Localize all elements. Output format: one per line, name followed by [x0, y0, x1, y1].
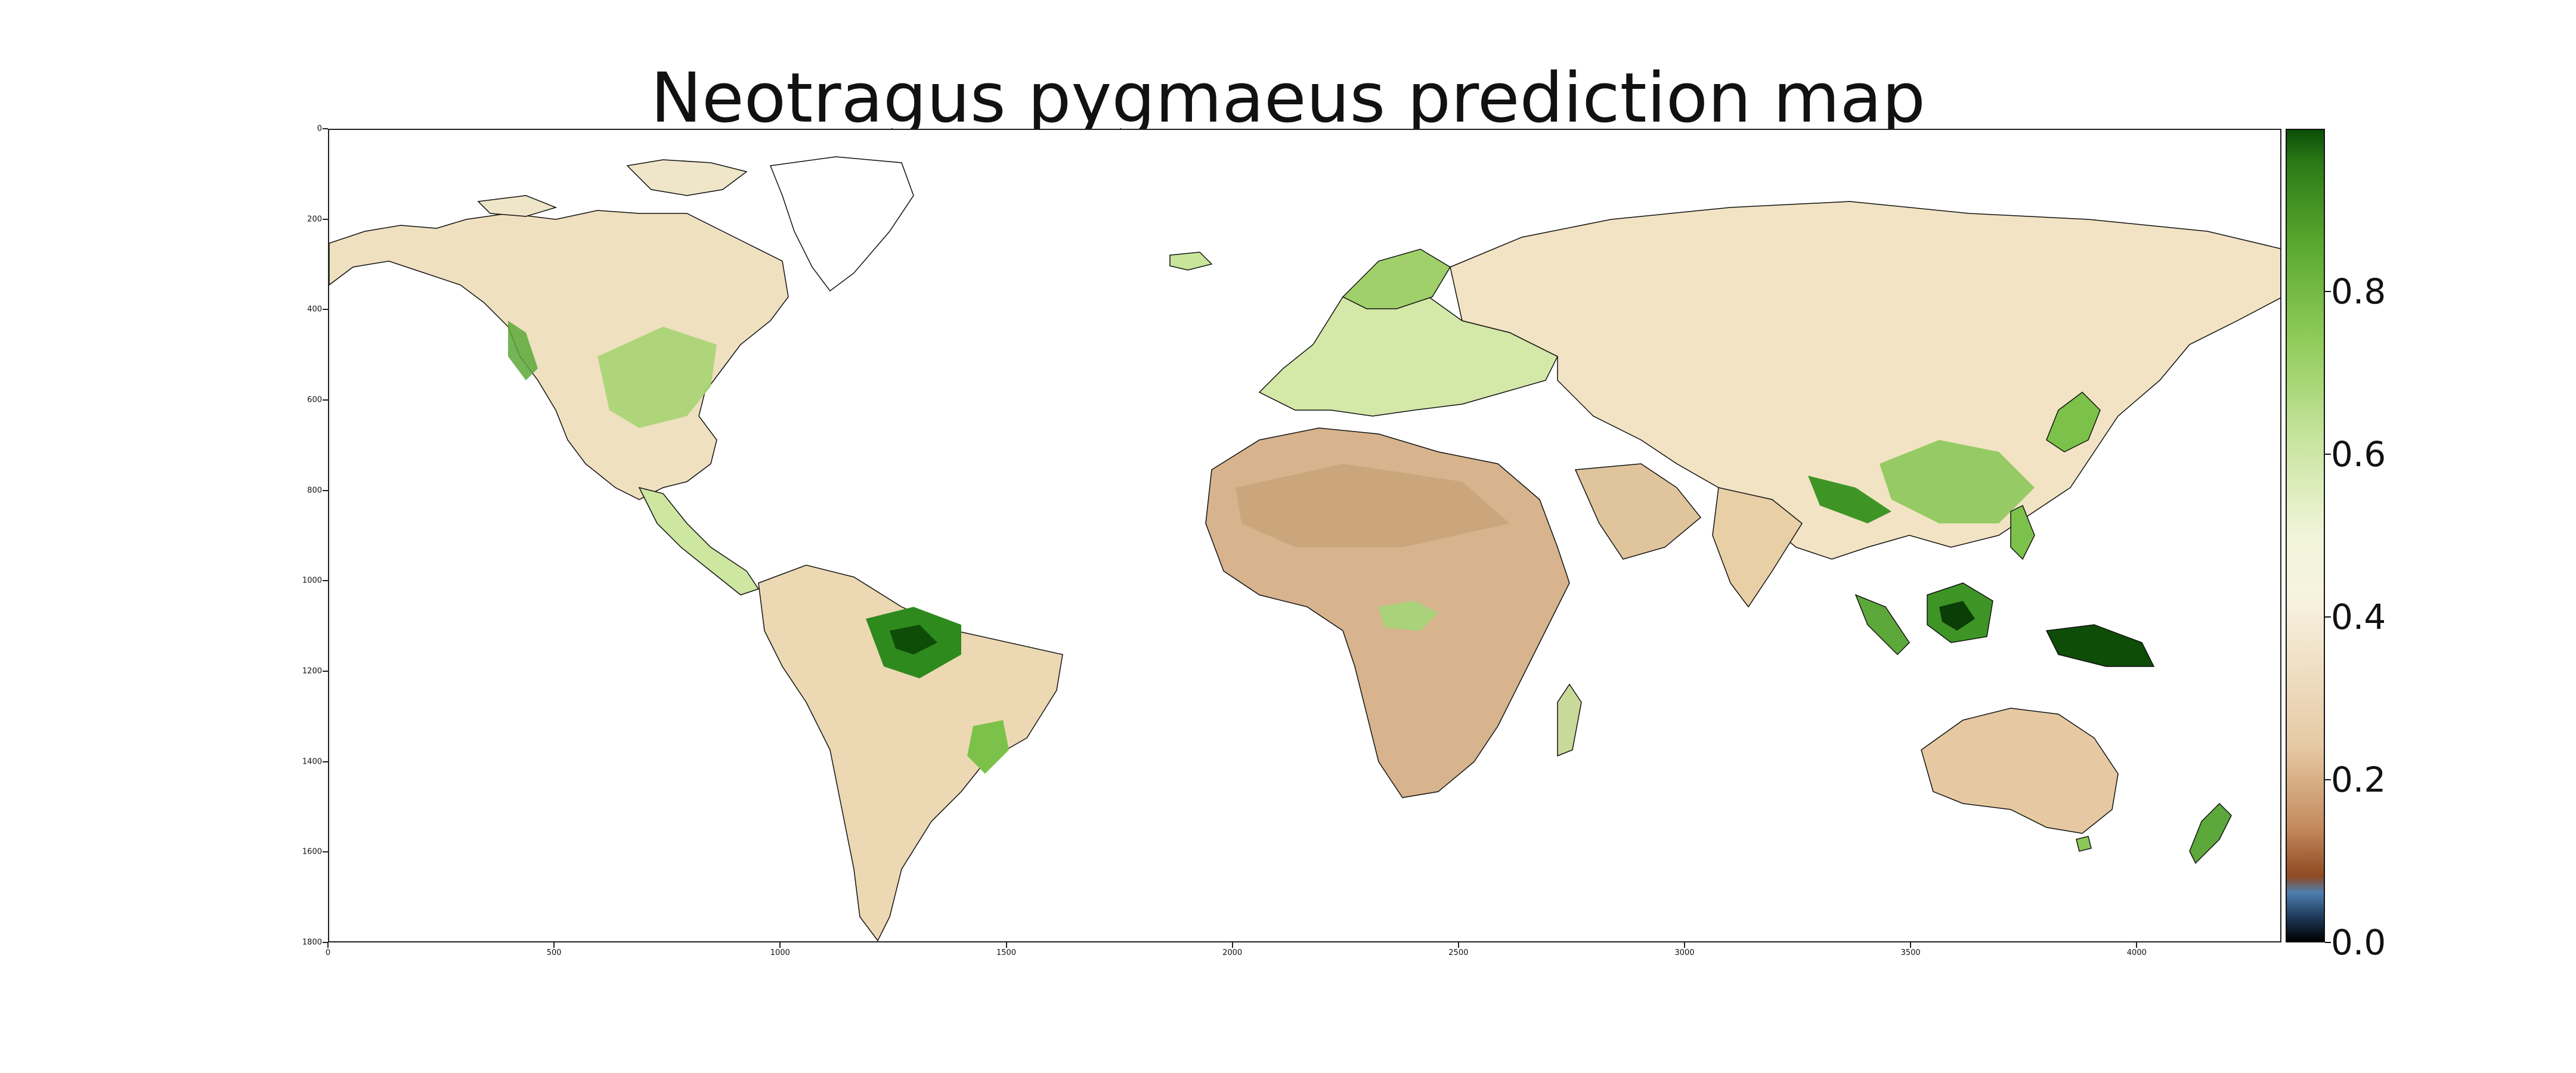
x-tick-mark: [553, 942, 555, 948]
y-tick-label: 1000: [302, 576, 322, 585]
y-tick-label: 200: [307, 215, 322, 224]
x-tick-mark: [1231, 942, 1233, 948]
y-tick-mark: [323, 942, 328, 943]
prediction-map: [328, 129, 2281, 942]
y-tick-label: 400: [307, 305, 322, 314]
y-tick-mark: [323, 399, 328, 401]
y-tick-mark: [323, 128, 328, 129]
philippines: [2010, 504, 2035, 560]
colorbar-tick-label: 0.2: [2331, 759, 2386, 800]
x-tick-label: 500: [546, 948, 562, 957]
north-america: [329, 210, 789, 500]
greenland: [769, 156, 914, 292]
canadian-arctic-islands: [477, 159, 748, 217]
x-tick-mark: [1684, 942, 1685, 948]
y-tick-label: 800: [307, 486, 322, 495]
y-tick-label: 1200: [302, 666, 322, 676]
colorbar-tick-label: 0.8: [2331, 271, 2386, 312]
y-tick-mark: [323, 671, 328, 672]
colorbar-tick-mark: [2325, 454, 2331, 455]
australia: [1921, 708, 2119, 834]
colorbar-tick-label: 0.4: [2331, 597, 2386, 637]
x-tick-label: 0: [325, 948, 331, 957]
arabian-peninsula: [1574, 463, 1702, 560]
india: [1712, 487, 1803, 608]
x-tick-label: 2000: [1222, 948, 1243, 957]
x-tick-label: 1000: [770, 948, 790, 957]
north-america-east-forest: [597, 327, 717, 428]
pacific-northwest-forest: [508, 321, 538, 380]
x-tick-mark: [327, 942, 329, 948]
y-tick-mark: [323, 761, 328, 762]
africa-sahara: [1236, 464, 1510, 547]
central-america: [638, 486, 760, 596]
x-tick-mark: [1005, 942, 1007, 948]
asia: [1450, 201, 2280, 560]
y-tick-label: 1600: [302, 847, 322, 857]
y-tick-label: 0: [317, 124, 322, 134]
new-guinea: [2045, 624, 2155, 667]
iceland: [1169, 252, 1213, 271]
colorbar-tick-mark: [2325, 616, 2331, 618]
x-tick-mark: [1457, 942, 1459, 948]
y-tick-mark: [323, 218, 328, 220]
china-forest: [1880, 440, 2035, 523]
y-tick-label: 1400: [302, 757, 322, 767]
tasmania: [2076, 836, 2092, 852]
japan: [2046, 392, 2101, 452]
colorbar-tick-label: 0.6: [2331, 434, 2386, 475]
x-tick-label: 3500: [1900, 948, 1921, 957]
x-tick-label: 4000: [2126, 948, 2147, 957]
y-tick-label: 1800: [302, 938, 322, 947]
borneo-hotspot: [1939, 601, 1975, 631]
y-tick-mark: [323, 309, 328, 311]
sumatra: [1854, 594, 1910, 656]
madagascar: [1557, 683, 1582, 757]
colorbar-tick-mark: [2325, 942, 2331, 943]
atlantic-forest: [967, 720, 1009, 774]
x-tick-label: 1500: [996, 948, 1017, 957]
colorbar-tick-mark: [2325, 779, 2331, 780]
colorbar: [2286, 129, 2325, 942]
y-tick-mark: [323, 851, 328, 853]
x-tick-mark: [2136, 942, 2138, 948]
y-tick-label: 600: [307, 395, 322, 405]
world-map-svg: [329, 156, 2280, 941]
map-title: Neotragus pygmaeus prediction map: [650, 58, 1925, 138]
x-tick-label: 2500: [1448, 948, 1469, 957]
y-tick-mark: [323, 489, 328, 491]
colorbar-tick-label: 0.0: [2331, 922, 2386, 963]
scandinavia: [1342, 249, 1451, 309]
x-tick-label: 3000: [1674, 948, 1695, 957]
himalaya-forest: [1808, 476, 1891, 523]
y-tick-mark: [323, 580, 328, 582]
x-tick-mark: [779, 942, 781, 948]
new-zealand: [2189, 802, 2232, 864]
amazon-hotspot: [890, 625, 937, 655]
x-tick-mark: [1910, 942, 1912, 948]
colorbar-tick-mark: [2325, 291, 2331, 292]
congo-basin: [1379, 601, 1438, 631]
